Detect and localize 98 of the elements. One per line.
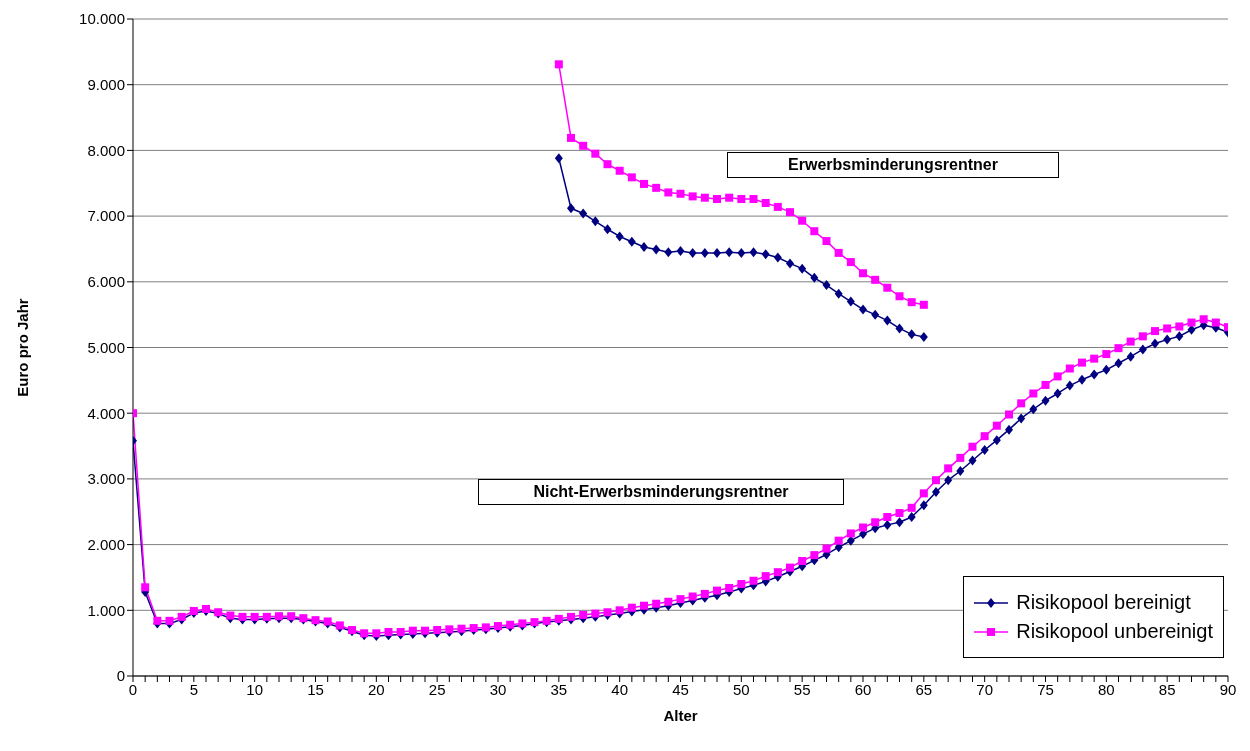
y-tick-label: 0 [116,667,125,685]
point [834,288,843,299]
legend-label: Risikopool unbereinigt [1016,620,1213,643]
y-tick-label: 3.000 [87,470,125,488]
x-tick-label: 35 [550,680,568,698]
point [640,241,648,252]
point [700,193,709,202]
point [761,249,770,260]
point [810,272,819,283]
point [846,296,855,307]
point [567,133,575,142]
point [627,173,636,182]
point [810,227,819,236]
legend-label: Risikopool bereinigt [1016,591,1191,614]
point [834,248,843,257]
x-tick-label: 60 [854,680,872,698]
point [700,247,709,258]
y-axis-title: Euro pro Jahr [14,298,32,397]
point [664,247,673,258]
point [713,247,721,258]
point [567,203,575,214]
point [786,208,794,217]
point [676,189,685,198]
point [859,304,867,315]
x-tick-label: 65 [915,680,933,698]
point [895,292,904,301]
point [579,141,588,150]
point [798,216,807,225]
point [919,331,928,342]
y-tick-label: 4.000 [87,404,125,422]
point [822,280,831,291]
y-tick-label: 8.000 [87,141,125,159]
point [615,231,624,242]
point [749,195,758,204]
x-tick-label: 10 [246,680,264,698]
point [615,166,624,175]
x-tick-label: 15 [307,680,324,698]
x-tick-label: 20 [367,680,385,698]
point [907,329,916,340]
point [652,244,661,255]
x-tick-label: 55 [793,680,811,698]
point [919,300,928,309]
point [579,208,588,219]
x-tick-label: 80 [1097,680,1115,698]
x-tick-label: 70 [976,680,994,698]
point [895,323,904,334]
annotation: Erwerbsminderungsrentner [727,152,1059,178]
point [761,198,770,207]
point [627,236,636,247]
point [773,202,782,211]
x-tick-label: 45 [672,680,689,698]
y-tick-label: 10.000 [79,10,125,28]
point [737,247,746,258]
point [603,224,612,235]
y-tick-label: 2.000 [87,535,125,553]
point [591,149,600,158]
point [786,258,794,269]
point [883,283,892,292]
y-tick-label: 9.000 [87,76,125,94]
point [822,237,831,246]
point [871,309,880,320]
y-tick-label: 1.000 [87,601,125,619]
y-tick-label: 6.000 [87,273,125,291]
annotation: Nicht-Erwerbsminderungsrentner [478,479,844,505]
point [859,269,867,278]
y-tick-label: 7.000 [87,207,125,225]
point [749,247,758,258]
point [554,153,563,164]
point [871,275,880,284]
point [713,195,721,204]
point [591,216,600,227]
x-tick-label: 30 [489,680,507,698]
x-tick-label: 75 [1037,680,1054,698]
point [798,263,807,274]
point [737,195,746,204]
x-tick-label: 5 [189,680,199,698]
x-tick-label: 25 [428,680,446,698]
x-tick-label: 90 [1219,680,1237,698]
point [554,60,563,69]
x-tick-label: 40 [611,680,629,698]
point [676,245,685,256]
point [846,258,855,267]
point [883,315,892,326]
point [688,247,697,258]
point [907,298,916,307]
point [603,160,612,169]
point [640,179,648,188]
x-tick-label: 0 [128,680,138,698]
point [664,188,673,197]
point [773,252,782,263]
point [725,193,734,202]
point [688,192,697,201]
x-tick-label: 50 [732,680,750,698]
point [652,183,661,192]
x-tick-label: 85 [1158,680,1176,698]
y-tick-label: 5.000 [87,338,125,356]
x-axis-title: Alter [663,707,698,724]
point [725,247,734,258]
